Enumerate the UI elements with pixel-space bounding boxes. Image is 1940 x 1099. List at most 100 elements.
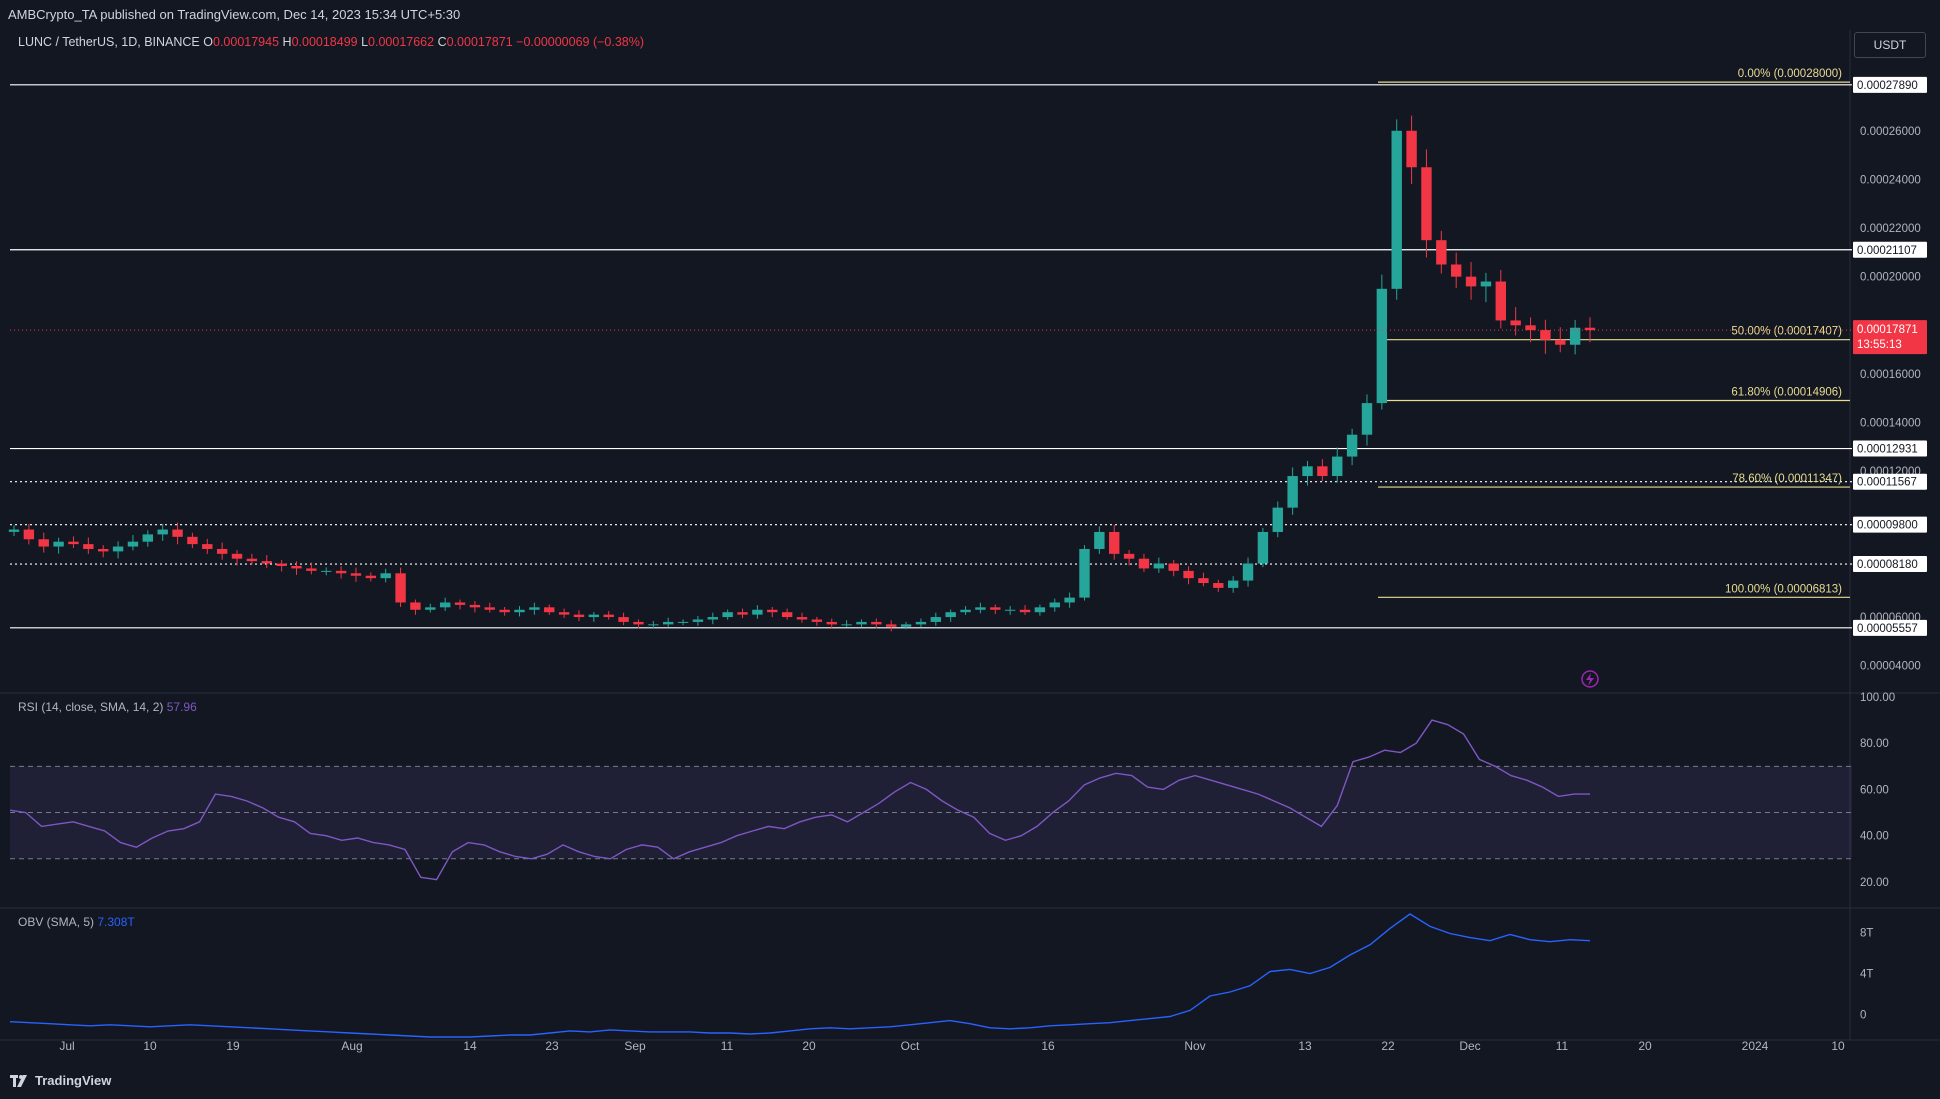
chart-canvas[interactable]: 0.00% (0.00028000) 50.00% (0.00017407) 61.… — [0, 0, 1940, 1066]
level-tag — [1853, 440, 1927, 457]
candle-body — [558, 612, 570, 615]
lightning-icon[interactable] — [1581, 670, 1599, 688]
high-label: H — [282, 35, 292, 49]
candle-body — [588, 614, 600, 618]
candle-body — [1227, 580, 1239, 588]
candle-body — [945, 612, 956, 618]
time-tick-label: 10 — [143, 1039, 157, 1053]
candle-body — [68, 541, 79, 545]
obv-line — [9, 913, 1591, 1038]
candle-body — [915, 621, 927, 625]
candle-body — [1495, 281, 1506, 321]
candle-body — [1569, 327, 1581, 345]
rsi-line — [9, 719, 1590, 881]
time-tick-label: 23 — [545, 1039, 559, 1053]
level-tag-label: 0.00021107 — [1857, 245, 1917, 257]
time-tick-label: Jul — [59, 1039, 74, 1053]
candle-body — [1213, 583, 1224, 588]
open-label: O — [203, 35, 213, 49]
candle-body — [826, 621, 837, 625]
level-tag-label: 0.00008180 — [1857, 559, 1918, 571]
obv-tick-label: 0 — [1860, 1010, 1866, 1022]
obv-panel: 8T 4T 0 — [9, 913, 1873, 1038]
candle-body — [112, 546, 124, 552]
candle-body — [246, 558, 258, 562]
rsi-value: 57.96 — [166, 700, 197, 714]
candle-body — [960, 609, 971, 613]
price-badge-countdown: 13:55:13 — [1857, 339, 1902, 351]
candle-body — [454, 602, 466, 605]
candle-body — [1555, 339, 1566, 345]
fib-label: 100.00% (0.00006813) — [1725, 583, 1842, 595]
symbol-legend[interactable]: LUNC / TetherUS, 1D, BINANCE O0.00017945… — [18, 35, 644, 49]
candle-body — [514, 609, 525, 613]
candle-body — [1079, 548, 1090, 598]
candle-body — [1510, 320, 1521, 326]
candle-body — [216, 548, 228, 554]
level-tag-label: 0.00012931 — [1857, 444, 1918, 456]
top-bar: AMBCrypto_TA published on TradingView.co… — [0, 0, 1940, 30]
candle-body — [365, 575, 377, 579]
candle-body — [975, 607, 986, 610]
rsi-tick-label: 80.00 — [1860, 738, 1889, 750]
tradingview-mark-icon — [10, 1074, 30, 1087]
candle-body — [291, 566, 302, 569]
candle-body — [38, 539, 49, 547]
obv-value: 7.308T — [97, 915, 135, 929]
rsi-legend[interactable]: RSI (14, close, SMA, 14, 2) 57.96 — [18, 700, 197, 714]
candle-body — [811, 619, 823, 622]
candle-body — [231, 553, 243, 559]
candle-body — [707, 617, 718, 620]
candle-body — [603, 614, 614, 618]
candle-body — [1391, 130, 1402, 289]
fib-label: 61.80% (0.00014906) — [1731, 387, 1842, 399]
candle-body — [1064, 597, 1075, 603]
candle-body — [886, 624, 897, 627]
candle-body — [1034, 607, 1046, 613]
symbol-title: LUNC / TetherUS, 1D, BINANCE — [18, 35, 200, 49]
candle-body — [856, 621, 867, 625]
level-tag-label: 0.00009800 — [1857, 520, 1918, 532]
price-tick-label: 0.00014000 — [1860, 418, 1921, 430]
footer — [0, 1066, 1940, 1099]
candle-body — [1540, 330, 1551, 340]
price-tick-label: 0.00026000 — [1860, 126, 1921, 138]
close-value: 0.00017871 — [446, 35, 513, 49]
candle-body — [692, 619, 704, 622]
candle-body — [1361, 403, 1373, 435]
time-tick-label: Oct — [901, 1039, 920, 1053]
time-tick-label: 13 — [1298, 1039, 1312, 1053]
candle-body — [900, 624, 912, 627]
candle-body — [737, 612, 748, 615]
candle-body — [1302, 466, 1313, 477]
candle-body — [1406, 130, 1417, 168]
price-tick-label: 0.00024000 — [1860, 174, 1921, 186]
price-tick-label: 0.00004000 — [1860, 661, 1921, 673]
price-badge-box — [1853, 320, 1927, 355]
candle-body — [350, 573, 362, 576]
level-tag — [1853, 473, 1927, 490]
rsi-panel: 100.00 80.00 60.00 40.00 20.00 — [9, 692, 1895, 889]
time-tick-label: Aug — [341, 1039, 362, 1053]
time-tick-label: 14 — [463, 1039, 477, 1053]
candle-body — [1272, 507, 1283, 532]
time-tick-label: 2024 — [1742, 1039, 1769, 1053]
candle-body — [53, 541, 64, 547]
time-tick-label: 20 — [1638, 1039, 1652, 1053]
candle-body — [1242, 563, 1254, 581]
candle-body — [1436, 240, 1447, 265]
tradingview-logo[interactable]: TradingView — [10, 1073, 111, 1088]
currency-button[interactable]: USDT — [1854, 32, 1926, 58]
candle-body — [662, 621, 674, 625]
candle-body — [648, 624, 659, 626]
candle-body — [8, 529, 20, 532]
fib-label: 50.00% (0.00017407) — [1731, 326, 1842, 338]
time-tick-label: 11 — [1556, 1039, 1569, 1053]
lightning-bolt — [1586, 673, 1594, 686]
candle-body — [722, 612, 733, 618]
candle-body — [752, 609, 763, 615]
obv-legend[interactable]: OBV (SMA, 5) 7.308T — [18, 915, 135, 929]
candle-body — [1257, 531, 1269, 564]
candle-body — [335, 570, 347, 574]
candle-body — [1525, 325, 1536, 331]
